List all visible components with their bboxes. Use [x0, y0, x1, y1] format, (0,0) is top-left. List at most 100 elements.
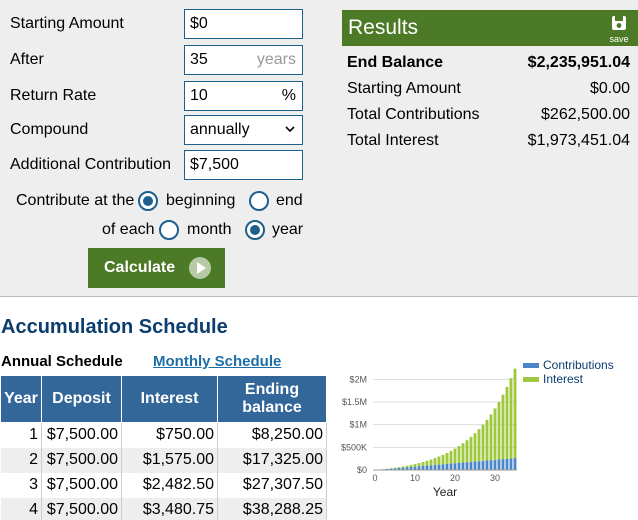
- y-tick-label: $500K: [341, 442, 367, 452]
- table-row: 1 $7,500.00 $750.00 $8,250.00: [0, 422, 327, 448]
- result-value: $0.00: [589, 80, 630, 97]
- years-input[interactable]: 35 years: [184, 45, 303, 75]
- bar-contributions: [445, 463, 449, 470]
- bar-interest: [437, 456, 441, 465]
- legend-swatch: [523, 363, 539, 368]
- bar-interest: [413, 464, 417, 467]
- return-rate-label: Return Rate: [10, 87, 97, 104]
- bar-interest: [429, 459, 433, 466]
- cell-deposit: $7,500.00: [41, 447, 122, 473]
- radio-month[interactable]: [159, 220, 179, 240]
- bar-contributions: [437, 464, 441, 470]
- bar-interest: [405, 465, 409, 468]
- table-header-row: Year Deposit Interest Ending balance: [0, 375, 327, 423]
- bar-contributions: [473, 461, 477, 470]
- bar-interest: [485, 419, 489, 461]
- result-value: $1,973,451.04: [527, 132, 630, 149]
- cell-deposit: $7,500.00: [41, 472, 122, 498]
- bar-contributions: [453, 463, 457, 470]
- bar-interest: [505, 386, 509, 459]
- bar-interest: [401, 466, 405, 468]
- legend-label: Contributions: [543, 358, 614, 372]
- bar-contributions: [469, 461, 473, 470]
- bar-interest: [465, 440, 469, 463]
- bar-interest: [489, 414, 493, 461]
- bar-interest: [477, 429, 481, 462]
- bar-contributions: [421, 465, 425, 470]
- bar-contributions: [513, 458, 517, 470]
- table-row: 4 $7,500.00 $3,480.75 $38,288.25: [0, 497, 327, 520]
- bar-contributions: [509, 458, 513, 470]
- bar-contributions: [449, 463, 453, 470]
- bar-contributions: [413, 466, 417, 470]
- x-tick-label: 10: [410, 473, 420, 483]
- bar-contributions: [401, 467, 405, 470]
- bar-contributions: [397, 467, 401, 470]
- bar-contributions: [409, 466, 413, 470]
- cell-year: 2: [0, 447, 42, 473]
- bar-contributions: [477, 461, 481, 470]
- bar-interest: [461, 443, 465, 463]
- cell-year: 3: [0, 472, 42, 498]
- additional-contribution-input[interactable]: $7,500: [184, 150, 303, 180]
- radio-year-label: year: [272, 221, 304, 238]
- y-tick-label: $2M: [349, 374, 367, 384]
- x-tick-label: 0: [372, 473, 377, 483]
- radio-end[interactable]: [249, 191, 269, 211]
- legend-swatch: [523, 377, 539, 382]
- calculate-button[interactable]: Calculate: [88, 248, 225, 288]
- tab-monthly-schedule[interactable]: Monthly Schedule: [153, 353, 282, 370]
- result-label: Starting Amount: [347, 80, 461, 97]
- bar-interest: [493, 408, 497, 460]
- bar-contributions: [485, 460, 489, 470]
- bar-interest: [453, 448, 457, 464]
- schedule-table: Year Deposit Interest Ending balance 1 $7…: [0, 375, 327, 520]
- cell-interest: $2,482.50: [121, 472, 218, 498]
- result-value: $2,235,951.04: [527, 54, 630, 71]
- tab-annual-schedule[interactable]: Annual Schedule: [1, 353, 123, 370]
- bar-interest: [509, 378, 513, 459]
- return-rate-value: 10: [190, 87, 208, 104]
- radio-beginning[interactable]: [138, 191, 158, 211]
- y-tick-label: $1.5M: [342, 397, 367, 407]
- radio-year[interactable]: [245, 220, 265, 240]
- contribute-at-label: Contribute at the: [16, 192, 135, 209]
- column-header: Year: [0, 375, 42, 423]
- bar-interest: [513, 368, 517, 459]
- bar-interest: [457, 446, 461, 463]
- bar-interest: [417, 463, 421, 467]
- compound-value: annually: [190, 121, 250, 138]
- bar-contributions: [385, 468, 389, 470]
- bar-interest: [449, 450, 453, 464]
- x-tick-label: 20: [450, 473, 460, 483]
- result-label: Total Interest: [347, 132, 439, 149]
- starting-amount-input[interactable]: $0: [184, 9, 303, 39]
- bar-contributions: [489, 460, 493, 470]
- compound-select[interactable]: annually: [184, 115, 303, 145]
- of-each-label: of each: [102, 221, 155, 238]
- save-button[interactable]: save: [606, 14, 632, 44]
- cell-interest: $1,575.00: [121, 447, 218, 473]
- percent-unit: %: [281, 87, 296, 104]
- bar-contributions: [493, 459, 497, 470]
- accumulation-chart: $0 $500K $1M $1.5M $2M 0 10 20 30 Year Contributio…: [341, 358, 614, 499]
- radio-month-label: month: [187, 221, 232, 238]
- bar-interest: [397, 467, 401, 468]
- starting-amount-value: $0: [190, 15, 208, 32]
- cell-ending-balance: $17,325.00: [217, 447, 327, 473]
- bar-interest: [393, 467, 397, 469]
- years-value: 35: [190, 51, 208, 68]
- after-label: After: [10, 51, 44, 68]
- x-tick-label: 30: [490, 473, 500, 483]
- cell-year: 4: [0, 497, 42, 520]
- return-rate-input[interactable]: 10 %: [184, 81, 303, 111]
- bar-interest: [445, 452, 449, 464]
- bar-contributions: [417, 466, 421, 470]
- column-header: Interest: [121, 375, 218, 423]
- bar-contributions: [441, 464, 445, 470]
- calculate-label: Calculate: [104, 259, 176, 276]
- column-header: Ending balance: [217, 375, 327, 423]
- chevron-down-icon: [285, 126, 295, 133]
- cell-deposit: $7,500.00: [41, 422, 122, 448]
- bar-contributions: [461, 462, 465, 470]
